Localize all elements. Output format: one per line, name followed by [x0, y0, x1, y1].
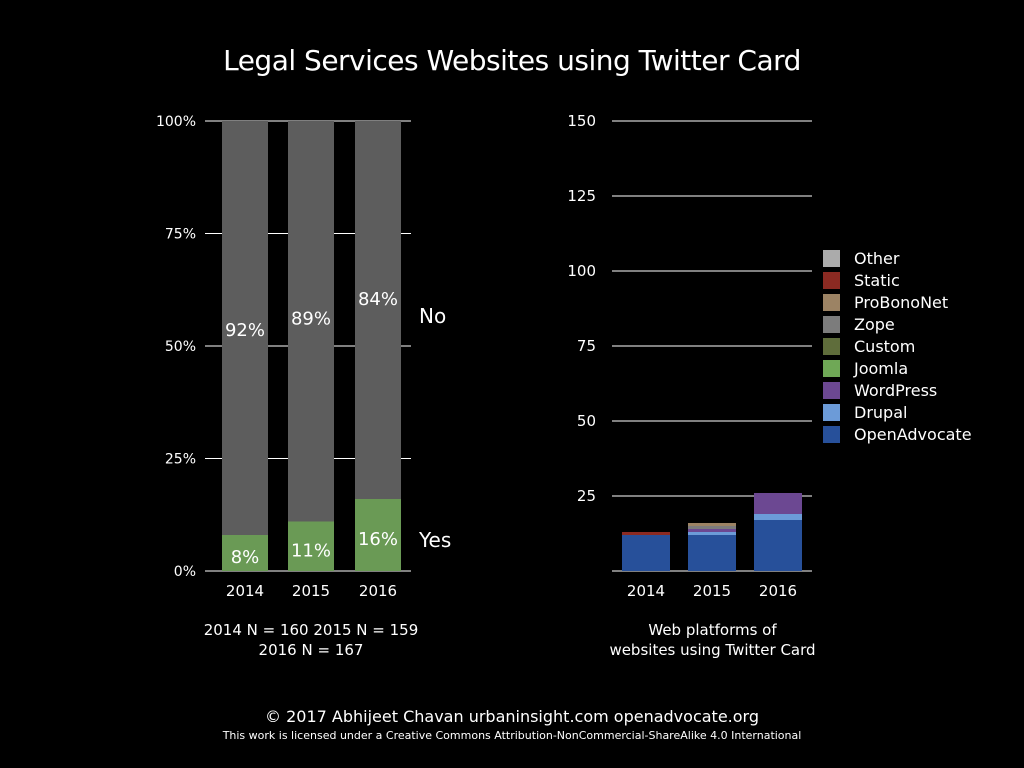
- right-y-tick-label: 100: [567, 262, 596, 280]
- legend-swatch-wordpress: [823, 382, 840, 399]
- x-tick-label: 2014: [627, 582, 665, 600]
- x-tick-label: 2016: [759, 582, 797, 600]
- bar-probononet-2015: [688, 523, 736, 526]
- bar-yes-2014: [222, 535, 268, 571]
- x-tick-label: 2014: [226, 582, 264, 600]
- legend-no-label: No: [419, 304, 446, 328]
- bar-no-2016: [355, 121, 401, 499]
- bar-no-2014: [222, 121, 268, 535]
- bar-openadvocate-2016: [754, 520, 802, 571]
- data-label-no-2014: 92%: [225, 320, 265, 341]
- legend-label-probononet: ProBonoNet: [854, 293, 948, 312]
- left-chart-caption: 2014 N = 160 2015 N = 159 2016 N = 167: [186, 620, 436, 660]
- left-caption-line-2: 2016 N = 167: [258, 641, 364, 659]
- left-y-tick-label: 75%: [165, 227, 196, 243]
- bar-yes-2016: [355, 499, 401, 571]
- legend-swatch-openadvocate: [823, 426, 840, 443]
- right-chart-caption: Web platforms of websites using Twitter …: [590, 620, 835, 660]
- bar-yes-2015: [288, 521, 334, 571]
- x-tick-label: 2015: [292, 582, 330, 600]
- legend-label-static: Static: [854, 271, 900, 290]
- footer: © 2017 Abhijeet Chavan urbaninsight.com …: [0, 706, 1024, 744]
- legend-swatch-custom: [823, 338, 840, 355]
- legend-swatch-joomla: [823, 360, 840, 377]
- legend-swatch-probononet: [823, 294, 840, 311]
- license-line: This work is licensed under a Creative C…: [222, 729, 802, 742]
- right-y-tick-label: 150: [567, 112, 596, 130]
- data-label-yes-2016: 16%: [358, 529, 398, 550]
- legend-swatch-static: [823, 272, 840, 289]
- bar-drupal-2016: [754, 514, 802, 520]
- legend-label-other: Other: [854, 249, 900, 268]
- legend-label-drupal: Drupal: [854, 403, 907, 422]
- bar-static-2014: [622, 532, 670, 535]
- left-y-tick-label: 100%: [156, 114, 196, 130]
- legend-yes-label: Yes: [418, 528, 451, 552]
- legend-label-zope: Zope: [854, 315, 895, 334]
- right-y-tick-label: 25: [577, 487, 596, 505]
- legend-swatch-other: [823, 250, 840, 267]
- left-y-tick-label: 25%: [165, 452, 196, 468]
- left-y-tick-label: 50%: [165, 339, 196, 355]
- legend-label-wordpress: WordPress: [854, 381, 937, 400]
- chart-title: Legal Services Websites using Twitter Ca…: [223, 44, 801, 77]
- data-label-yes-2014: 8%: [231, 547, 260, 568]
- bar-openadvocate-2014: [622, 535, 670, 571]
- left-caption-line-1: 2014 N = 160 2015 N = 159: [203, 621, 419, 639]
- legend-swatch-zope: [823, 316, 840, 333]
- legend-label-joomla: Joomla: [853, 359, 908, 378]
- copyright-line: © 2017 Abhijeet Chavan urbaninsight.com …: [265, 707, 759, 726]
- data-label-no-2015: 89%: [291, 308, 331, 329]
- bar-zope-2015: [688, 526, 736, 529]
- right-y-tick-label: 125: [567, 187, 596, 205]
- bar-drupal-2015: [688, 532, 736, 535]
- right-y-tick-label: 75: [577, 337, 596, 355]
- bar-no-2015: [288, 121, 334, 522]
- right-caption-line-1: Web platforms of: [648, 621, 777, 639]
- right-stacked-chart: 25 50 75 100 125 150 2014 2015 2016 Other Static Pr…: [567, 112, 971, 600]
- x-tick-label: 2016: [359, 582, 397, 600]
- legend-swatch-drupal: [823, 404, 840, 421]
- x-tick-label: 2015: [693, 582, 731, 600]
- data-label-no-2016: 84%: [358, 289, 398, 310]
- bar-wordpress-2015: [688, 529, 736, 532]
- bar-openadvocate-2015: [688, 535, 736, 571]
- left-stacked-chart: 0% 25% 50% 75% 100% 2014 2015 2016 8% 11% 16% 92% 89…: [156, 114, 451, 600]
- bar-wordpress-2016: [754, 493, 802, 514]
- right-y-tick-label: 50: [577, 412, 596, 430]
- left-y-tick-label: 0%: [174, 564, 196, 580]
- right-caption-line-2: websites using Twitter Card: [609, 641, 816, 659]
- legend-label-openadvocate: OpenAdvocate: [854, 425, 972, 444]
- legend-label-custom: Custom: [854, 337, 915, 356]
- data-label-yes-2015: 11%: [291, 540, 331, 561]
